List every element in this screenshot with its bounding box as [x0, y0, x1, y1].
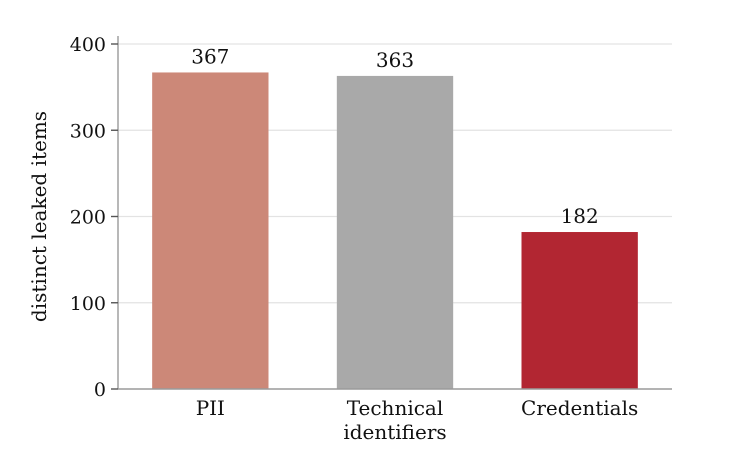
y-tick-label: 100 — [70, 293, 106, 315]
bar-layer — [152, 72, 638, 390]
y-tick-label: 200 — [70, 207, 106, 229]
y-tick-label: 0 — [94, 379, 106, 401]
bar — [521, 232, 638, 389]
data-label-layer: 367 363 182 — [191, 44, 599, 228]
x-tick-label: PII — [196, 396, 225, 420]
data-label: 367 — [191, 44, 229, 68]
axis-layer — [117, 36, 672, 390]
y-tick-layer: 0 100 200 300 400 — [70, 34, 118, 401]
y-axis-title: distinct leaked items — [27, 111, 51, 322]
bar — [152, 72, 269, 390]
x-tick-label: Technical — [347, 396, 444, 420]
y-tick-label: 400 — [70, 34, 106, 56]
bar — [336, 75, 454, 389]
data-label: 363 — [376, 48, 414, 72]
x-tick-label: identifiers — [343, 420, 446, 444]
x-tick-label: Credentials — [521, 396, 638, 420]
data-label: 182 — [561, 204, 599, 228]
y-tick-label: 300 — [70, 120, 106, 142]
